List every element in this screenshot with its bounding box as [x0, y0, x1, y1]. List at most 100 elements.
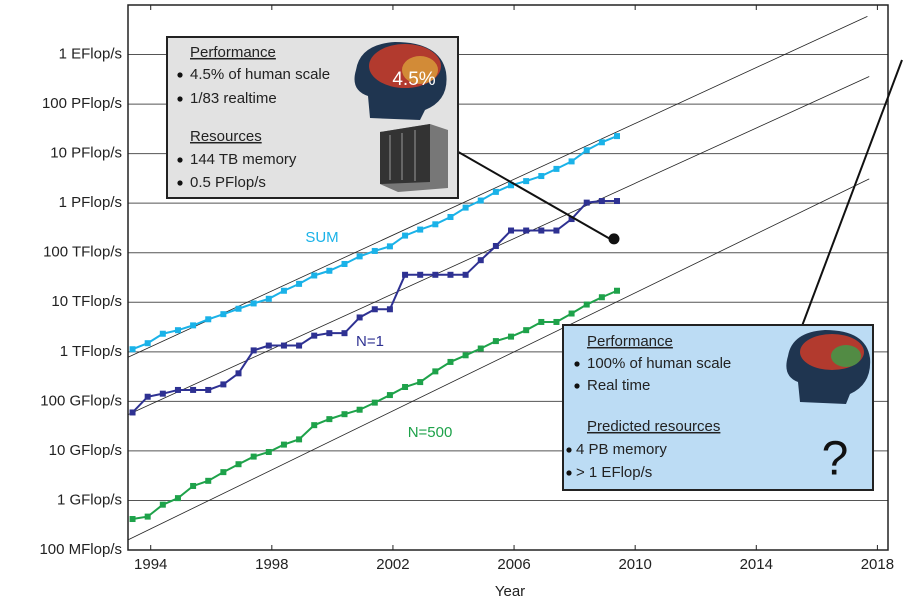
marker: [205, 387, 211, 393]
marker: [372, 248, 378, 254]
marker: [251, 347, 257, 353]
marker: [478, 198, 484, 204]
marker: [341, 261, 347, 267]
y-tick-label: 10 PFlop/s: [50, 145, 122, 162]
marker: [220, 311, 226, 317]
bullet: [574, 383, 579, 388]
heading: Performance: [587, 333, 673, 350]
marker: [130, 346, 136, 352]
item: > 1 EFlop/s: [576, 464, 652, 481]
x-tick-label: 2002: [376, 556, 409, 573]
marker: [311, 333, 317, 339]
marker: [463, 205, 469, 211]
marker: [357, 407, 363, 413]
marker: [463, 352, 469, 358]
marker: [478, 257, 484, 263]
marker: [387, 243, 393, 249]
badge: 4.5%: [392, 69, 435, 90]
current-box: Performance 4.5% of human scale 1/83 rea…: [167, 37, 612, 240]
series-label: SUM: [305, 229, 338, 246]
marker: [493, 338, 499, 344]
marker: [447, 214, 453, 220]
marker: [341, 411, 347, 417]
y-tick-label: 10 GFlop/s: [49, 442, 122, 459]
marker: [478, 346, 484, 352]
marker: [145, 514, 151, 520]
marker: [205, 316, 211, 322]
marker: [341, 330, 347, 336]
x-tick-label: 1998: [255, 556, 288, 573]
marker: [175, 387, 181, 393]
marker: [432, 368, 438, 374]
marker: [160, 331, 166, 337]
bullet: [177, 157, 182, 162]
marker: [614, 198, 620, 204]
y-tick-label: 100 TFlop/s: [43, 244, 122, 261]
badge: ?: [822, 433, 849, 486]
x-tick-label: 1994: [134, 556, 167, 573]
item: 0.5 PFlop/s: [190, 174, 266, 191]
marker: [417, 379, 423, 385]
pointer: [802, 60, 902, 326]
marker: [311, 422, 317, 428]
item: Real time: [587, 377, 650, 394]
y-tick-label: 1 EFlop/s: [59, 46, 122, 63]
marker: [220, 469, 226, 475]
marker: [584, 147, 590, 153]
x-tick-label: 2010: [618, 556, 651, 573]
heading: Performance: [190, 44, 276, 61]
bullet: [566, 447, 571, 452]
x-tick-label: 2018: [861, 556, 894, 573]
marker: [508, 228, 514, 234]
marker: [160, 502, 166, 508]
y-tick-label: 1 PFlop/s: [59, 194, 122, 211]
bullet: [574, 361, 579, 366]
marker: [538, 228, 544, 234]
marker: [145, 340, 151, 346]
marker: [145, 394, 151, 400]
marker: [553, 228, 559, 234]
marker: [251, 454, 257, 460]
marker: [236, 370, 242, 376]
marker: [402, 233, 408, 239]
y-tick-label: 10 TFlop/s: [51, 293, 122, 310]
marker: [553, 319, 559, 325]
marker: [357, 253, 363, 259]
heading: Predicted resources: [587, 418, 720, 435]
item: 1/83 realtime: [190, 90, 277, 107]
marker: [175, 495, 181, 501]
item: 100% of human scale: [587, 355, 731, 372]
marker: [432, 272, 438, 278]
marker: [266, 296, 272, 302]
marker: [538, 319, 544, 325]
marker: [326, 416, 332, 422]
y-tick-label: 100 PFlop/s: [42, 95, 122, 112]
marker: [326, 268, 332, 274]
marker: [402, 384, 408, 390]
bullet: [177, 180, 182, 185]
marker: [281, 288, 287, 294]
marker: [584, 200, 590, 206]
chart: 100 MFlop/s1 GFlop/s10 GFlop/s100 GFlop/…: [0, 0, 904, 603]
marker: [175, 327, 181, 333]
marker: [417, 227, 423, 233]
marker: [417, 272, 423, 278]
marker: [447, 272, 453, 278]
server-icon: [380, 124, 448, 192]
marker: [614, 288, 620, 294]
marker: [357, 314, 363, 320]
marker: [311, 272, 317, 278]
item: 144 TB memory: [190, 151, 297, 168]
marker: [493, 243, 499, 249]
marker: [266, 449, 272, 455]
marker: [402, 272, 408, 278]
series-label: N=1: [356, 333, 384, 350]
x-axis-label: Year: [495, 583, 525, 600]
marker: [296, 343, 302, 349]
item: 4 PB memory: [576, 441, 667, 458]
marker: [296, 436, 302, 442]
marker: [447, 359, 453, 365]
marker: [281, 343, 287, 349]
y-tick-label: 100 GFlop/s: [40, 392, 122, 409]
marker: [296, 281, 302, 287]
